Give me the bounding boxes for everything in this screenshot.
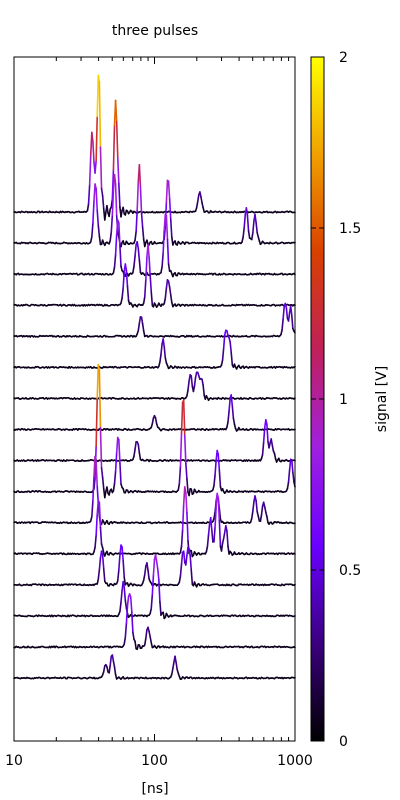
traces-group xyxy=(13,74,296,680)
trace-14 xyxy=(13,553,296,620)
trace-16 xyxy=(13,654,296,680)
colorbar-label: signal [V] xyxy=(374,366,390,432)
colorbar-tick-label: 1 xyxy=(339,392,348,408)
trace-4 xyxy=(13,243,296,308)
x-axis-label: [ns] xyxy=(141,781,168,797)
trace-1 xyxy=(13,74,296,221)
trace-8 xyxy=(13,394,296,432)
trace-12 xyxy=(13,486,296,558)
colorbar-axis: 0 0.5 1 1.5 2 xyxy=(311,50,361,750)
colorbar-tick-label: 1.5 xyxy=(339,221,361,237)
colorbar-tick-label: 2 xyxy=(339,50,348,66)
trace-6 xyxy=(13,329,296,370)
trace-15 xyxy=(13,593,296,651)
x-tick-label: 100 xyxy=(141,753,168,769)
trace-11 xyxy=(13,455,296,526)
x-tick-label: 10 xyxy=(5,753,23,769)
x-axis: 10 100 1000 xyxy=(5,57,313,769)
trace-10 xyxy=(13,363,296,499)
trace-3 xyxy=(13,213,296,278)
colorbar-tick-label: 0.5 xyxy=(339,563,361,579)
chart-title: three pulses xyxy=(112,23,198,39)
trace-7 xyxy=(13,371,296,402)
trace-2 xyxy=(13,164,296,248)
trace-13 xyxy=(13,544,296,588)
colorbar-tick-label: 0 xyxy=(339,734,348,750)
trace-9 xyxy=(13,419,296,463)
x-tick-label: 1000 xyxy=(277,753,313,769)
trace-5 xyxy=(13,302,296,338)
